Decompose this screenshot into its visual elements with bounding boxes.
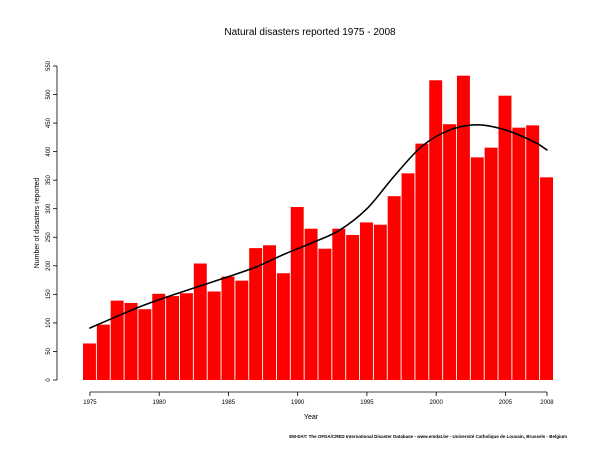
y-tick-label-250: 250 xyxy=(46,232,52,243)
bar-group xyxy=(83,75,553,381)
bar-2001 xyxy=(443,124,457,380)
x-tick-label-1990: 1990 xyxy=(291,400,305,406)
y-tick-label-450: 450 xyxy=(46,117,52,128)
bar-1982 xyxy=(179,293,193,380)
bar-1976 xyxy=(96,324,110,380)
bar-1985 xyxy=(221,276,235,380)
y-tick-label-150: 150 xyxy=(46,289,52,300)
bar-1987 xyxy=(249,248,263,380)
bar-2000 xyxy=(429,80,443,381)
bar-2006 xyxy=(512,127,526,380)
y-tick-label-500: 500 xyxy=(46,89,52,100)
bar-1986 xyxy=(235,280,249,380)
bar-1990 xyxy=(290,207,304,380)
x-tick-label-2005: 2005 xyxy=(499,400,513,406)
bar-1979 xyxy=(138,309,152,380)
bar-1995 xyxy=(360,222,373,380)
x-tick-label-2008: 2008 xyxy=(540,400,554,406)
bar-2004 xyxy=(484,147,498,380)
y-tick-label-0: 0 xyxy=(46,378,52,382)
bar-1991 xyxy=(304,228,318,380)
y-axis: 0 50 100 150 200 250 300 350 400 450 500 550 xyxy=(46,60,58,382)
bar-1980 xyxy=(152,293,166,380)
bar-1978 xyxy=(124,302,138,380)
y-tick-label-550: 550 xyxy=(46,60,52,71)
y-tick-label-200: 200 xyxy=(46,260,52,271)
bar-1981 xyxy=(166,296,180,380)
y-tick-label-300: 300 xyxy=(46,203,52,214)
bar-1994 xyxy=(346,234,360,380)
bar-1988 xyxy=(263,245,276,380)
bar-2003 xyxy=(470,157,484,380)
bar-2002 xyxy=(456,75,470,381)
bar-1998 xyxy=(401,173,415,380)
x-tick-label-1995: 1995 xyxy=(360,400,374,406)
bar-2008 xyxy=(540,177,553,380)
y-tick-label-400: 400 xyxy=(46,146,52,157)
y-axis-label: Number of disasters reported xyxy=(34,178,41,269)
x-tick-label-1980: 1980 xyxy=(152,400,166,406)
x-axis-label: Year xyxy=(304,414,319,421)
bar-1975 xyxy=(83,343,96,380)
x-tick-label-1975: 1975 xyxy=(83,400,97,406)
bar-1996 xyxy=(373,224,387,380)
bar-1997 xyxy=(387,196,401,380)
x-axis: 1975 1980 1985 1990 1995 2000 2005 2008 xyxy=(83,391,554,406)
y-tick-label-50: 50 xyxy=(46,347,52,354)
bar-1999 xyxy=(415,143,429,380)
trend-line xyxy=(89,124,548,329)
bar-1977 xyxy=(110,300,124,380)
bar-2005 xyxy=(498,95,512,380)
bar-1989 xyxy=(276,273,290,380)
x-tick-label-1985: 1985 xyxy=(222,400,236,406)
bar-2007 xyxy=(526,125,540,381)
y-tick-label-100: 100 xyxy=(46,317,52,328)
y-tick-label-350: 350 xyxy=(46,175,52,186)
bar-1983 xyxy=(193,263,207,380)
bar-1992 xyxy=(318,248,332,380)
chart-title: Natural disasters reported 1975 - 2008 xyxy=(224,27,396,38)
x-tick-label-2000: 2000 xyxy=(429,400,443,406)
bar-1993 xyxy=(332,228,346,380)
source-note: EM-DAT: The OFDA/CRED International Disa… xyxy=(289,434,567,439)
bar-1984 xyxy=(207,291,221,380)
